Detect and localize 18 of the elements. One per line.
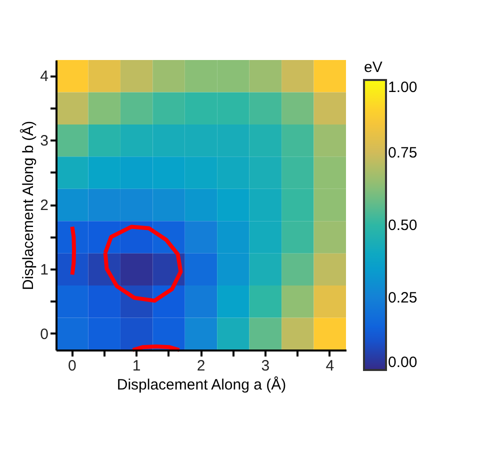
x-tick-label: 3	[261, 358, 270, 374]
color-bar-label: 0.75	[388, 144, 418, 162]
y-tick-label: 4	[40, 68, 48, 86]
color-bar-label: 0.25	[388, 290, 418, 306]
x-tick-label: 0	[68, 358, 76, 374]
y-tick-label: 0	[40, 326, 48, 343]
x-tick-label: 1	[132, 358, 141, 374]
color-bar-title: eV	[364, 59, 382, 76]
y-tick-label: 2	[40, 197, 48, 214]
y-tick-label: 3	[40, 132, 48, 150]
color-bar-label: 0.50	[388, 217, 418, 234]
y-axis-title: Displacement Along b (Å)	[19, 120, 38, 290]
color-bar-label: 1.00	[388, 79, 418, 96]
x-axis-title: Displacement Along a (Å)	[116, 376, 286, 394]
color-bar-label: 0.00	[388, 354, 418, 371]
x-tick-label: 4	[326, 358, 334, 374]
y-tick-label: 1	[40, 261, 48, 278]
x-tick-label: 2	[196, 358, 206, 374]
